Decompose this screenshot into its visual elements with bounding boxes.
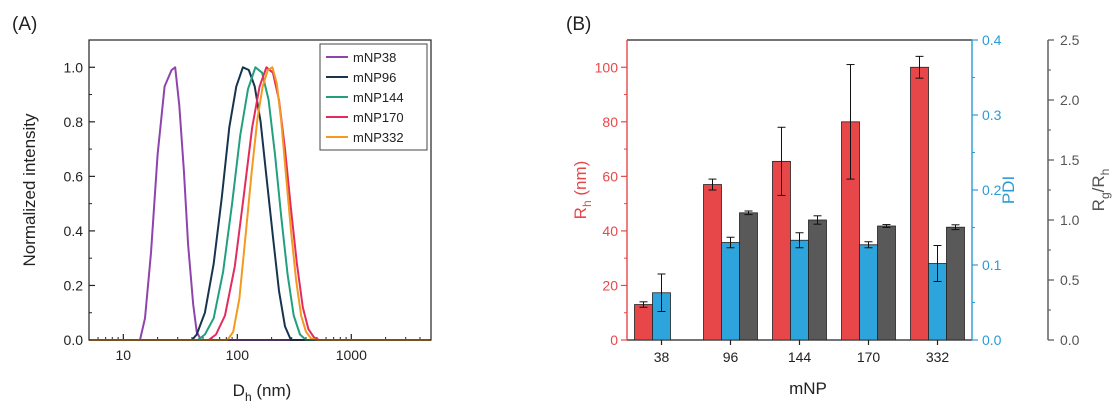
ratio-tick-label: 0.0 — [1060, 332, 1080, 348]
left-tick-label: 40 — [602, 223, 618, 239]
bar-right2-144 — [808, 219, 827, 341]
legend-label-mNP144: mNP144 — [353, 90, 404, 105]
panel-a-y-axis-title: Normalized intensity — [20, 113, 39, 267]
x-tick-label: 144 — [788, 349, 812, 365]
legend-label-mNP170: mNP170 — [353, 110, 404, 125]
x-tick-label: 332 — [926, 349, 950, 365]
left-tick-label: 20 — [602, 277, 618, 293]
x-tick-label: 38 — [654, 349, 670, 365]
y-tick-label: 1.0 — [64, 59, 84, 75]
left-tick-label: 100 — [595, 59, 619, 75]
bar-right1-170 — [859, 244, 878, 341]
y-tick-label: 0.8 — [64, 114, 84, 130]
y-tick-label: 0.2 — [64, 277, 84, 293]
series-line-mNP38 — [89, 66, 431, 341]
left-tick-label: 60 — [602, 168, 618, 184]
panel-b-label: (B) — [566, 14, 591, 35]
series-line-mNP144 — [89, 66, 431, 341]
panel-b-pdi-axis-title: PDI — [999, 176, 1018, 204]
bar-right2-96 — [739, 212, 758, 341]
legend-label-mNP96: mNP96 — [353, 70, 396, 85]
pdi-tick-label: 0.3 — [982, 107, 1002, 123]
panel-b-left-axis-title: Rh (nm) — [571, 161, 594, 220]
panel-b-x-axis-title: mNP — [789, 379, 827, 398]
bar-right2-170 — [877, 225, 896, 341]
ratio-tick-label: 2.0 — [1060, 92, 1080, 108]
left-tick-label: 80 — [602, 114, 618, 130]
legend-label-mNP38: mNP38 — [353, 50, 396, 65]
pdi-tick-label: 0.1 — [982, 257, 1002, 273]
x-tick-label: 170 — [857, 349, 881, 365]
pdi-tick-label: 0.0 — [982, 332, 1002, 348]
left-tick-label: 0 — [610, 332, 618, 348]
bar-right1-96 — [721, 242, 740, 341]
legend-label-mNP332: mNP332 — [353, 130, 404, 145]
panel-a-plot-area: 10 100 1000 0.0 0.2 0.4 0.6 0.8 1.0 — [64, 39, 432, 363]
x-tick-label: 100 — [226, 347, 250, 363]
bar-right2-332 — [946, 226, 965, 341]
panel-a-x-axis-title: Dh (nm) — [233, 381, 292, 403]
ratio-tick-label: 1.5 — [1060, 152, 1080, 168]
ratio-tick-label: 0.5 — [1060, 272, 1080, 288]
ratio-tick-label: 2.5 — [1060, 32, 1080, 48]
series-line-mNP96 — [89, 66, 431, 341]
x-tick-label: 10 — [116, 347, 132, 363]
panel-a-legend: mNP38 mNP96 mNP144 mNP170 mNP332 — [319, 43, 428, 151]
bar-left-96 — [703, 184, 722, 341]
ratio-tick-label: 1.0 — [1060, 212, 1080, 228]
y-tick-label: 0.6 — [64, 168, 84, 184]
panel-b-plot-area: 0 20 40 60 80 100 0.0 0.1 0.2 0.3 0.4 0.0 0.5 1.0 1.5 2… — [595, 32, 1080, 365]
panel-a-frame — [88, 39, 432, 341]
y-tick-label: 0.0 — [64, 332, 84, 348]
bar-right1-144 — [790, 239, 809, 341]
series-line-mNP332 — [89, 66, 431, 341]
panel-a-label: (A) — [12, 14, 37, 35]
panel-b: (B) 0 20 40 60 80 100 0.0 0.1 0.2 0.3 0.4 0.0 0.5 1.0… — [566, 14, 1112, 398]
y-tick-label: 0.4 — [64, 223, 84, 239]
pdi-tick-label: 0.2 — [982, 182, 1002, 198]
bar-left-332 — [910, 66, 929, 341]
panel-b-ratio-axis-title: Rg/Rh — [1089, 169, 1112, 212]
panel-a: (A) 10 100 1000 0.0 0.2 0.4 0.6 0.8 1.0 Normaliz… — [12, 14, 432, 403]
bar-left-38 — [634, 304, 653, 341]
x-tick-label: 1000 — [336, 347, 367, 363]
pdi-tick-label: 0.4 — [982, 32, 1002, 48]
x-tick-label: 96 — [723, 349, 739, 365]
